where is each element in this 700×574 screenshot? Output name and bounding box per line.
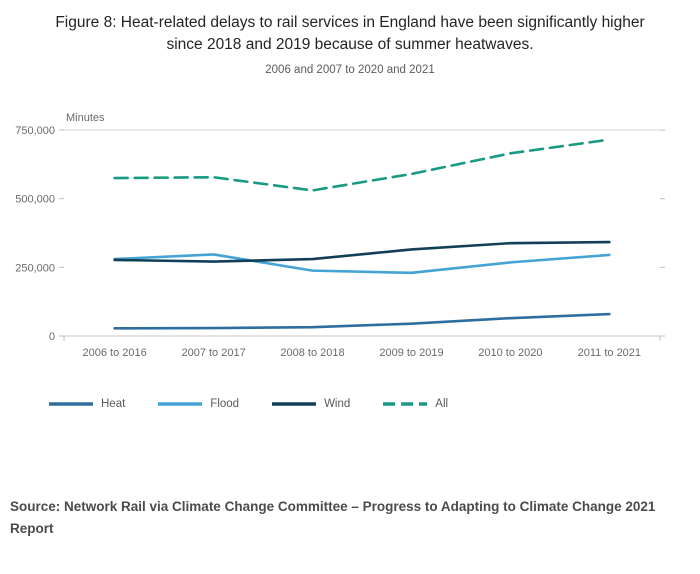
chart-title: Figure 8: Heat-related delays to rail se… — [55, 14, 645, 54]
y-tick-label: 750,000 — [15, 125, 55, 137]
y-axis-title: Minutes — [66, 112, 105, 124]
legend-label-all: All — [435, 397, 449, 410]
line-chart: 0 250,000 500,000 750,000 Minutes 2006 to 201… — [0, 104, 700, 372]
legend-swatch-wind — [272, 402, 317, 406]
line-chart-canvas: 0 250,000 500,000 750,000 Minutes 2006 to 201… — [15, 112, 665, 359]
legend-item-flood: Flood — [157, 398, 239, 410]
series-line-heat — [113, 312, 611, 330]
series-line-flood — [113, 253, 611, 275]
legend-swatch-flood — [158, 402, 203, 406]
source-text: Source: Network Rail via Climate Change … — [10, 498, 656, 537]
legend-label-heat: Heat — [101, 397, 126, 410]
chart-subtitle: 2006 and 2007 to 2020 and 2021 — [265, 63, 435, 76]
legend-item-heat: Heat — [48, 398, 125, 410]
legend-label-flood: Flood — [210, 397, 240, 410]
x-tick-label: 2006 to 2016 — [83, 347, 147, 359]
x-tick-label: 2010 to 2020 — [478, 347, 542, 359]
y-tick-label: 250,000 — [15, 262, 55, 274]
y-tick-label: 0 — [49, 331, 55, 343]
y-tick-label: 500,000 — [15, 194, 55, 206]
legend-swatch-all — [383, 402, 428, 406]
legend-item-all: All — [382, 398, 448, 410]
legend-label-wind: Wind — [324, 397, 351, 410]
x-tick-label: 2011 to 2021 — [578, 347, 641, 359]
x-tick-label: 2007 to 2017 — [181, 347, 245, 359]
legend-item-wind: Wind — [271, 398, 350, 410]
series-line-wind — [113, 240, 611, 263]
legend-swatch-heat — [49, 402, 93, 406]
x-tick-label: 2009 to 2019 — [379, 347, 443, 359]
legend: Heat Flood Wind All — [48, 398, 700, 410]
series-line-all — [113, 138, 611, 192]
x-tick-label: 2008 to 2018 — [280, 347, 344, 359]
